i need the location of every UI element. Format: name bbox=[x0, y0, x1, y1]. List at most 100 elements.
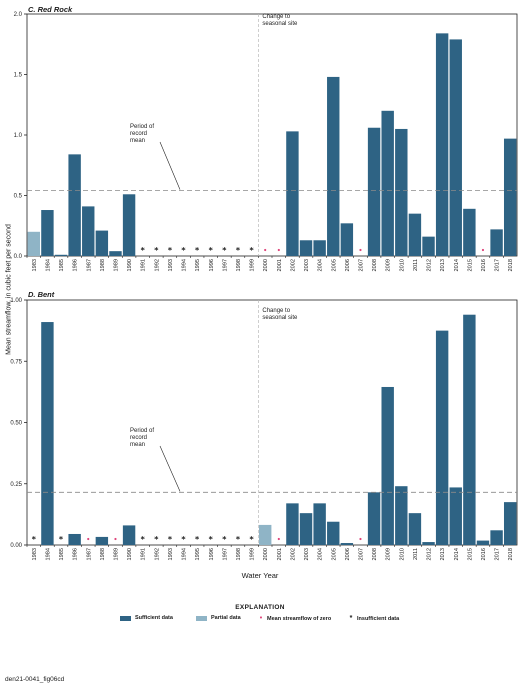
insufficient-marker-1994: * bbox=[181, 246, 186, 255]
insufficient-marker-icon: * bbox=[349, 615, 353, 622]
insufficient-marker-1992: * bbox=[154, 246, 159, 255]
y-tick-label: 1.0 bbox=[14, 133, 23, 139]
x-tick-label: 1991 bbox=[141, 259, 147, 271]
bar-2012 bbox=[422, 542, 435, 545]
x-tick-label: 1987 bbox=[86, 548, 92, 560]
x-tick-label: 2011 bbox=[413, 548, 419, 560]
chart-panel-c: 0.0 0.5 1.0 1.5 2.0 1983 1984 1985 1986 1987 1988 1… bbox=[14, 12, 518, 271]
x-tick-label: 1995 bbox=[195, 259, 201, 271]
x-tick-label: 1986 bbox=[73, 548, 79, 560]
insufficient-marker-1996: * bbox=[209, 535, 214, 544]
insufficient-marker-1983: * bbox=[32, 535, 37, 544]
x-tick-label: 2010 bbox=[399, 548, 405, 560]
x-tick-label: 2017 bbox=[495, 548, 501, 560]
bar-2005 bbox=[327, 521, 340, 545]
x-tick-label: 1994 bbox=[182, 259, 188, 271]
x-tick-label: 2005 bbox=[331, 259, 337, 271]
seasonal-change-label-line: Change to bbox=[262, 14, 290, 20]
insufficient-marker-1997: * bbox=[222, 246, 227, 255]
x-tick-label: 1992 bbox=[154, 548, 160, 560]
x-tick-label: 2004 bbox=[318, 259, 324, 271]
insufficient-marker-1997: * bbox=[222, 535, 227, 544]
panel-c-title: C. Red Rock bbox=[28, 5, 73, 14]
x-tick-label: 1999 bbox=[250, 259, 256, 271]
x-tick-label: 1990 bbox=[127, 548, 133, 560]
x-tick-label: 1983 bbox=[32, 259, 38, 271]
x-tick-label: 2012 bbox=[427, 548, 433, 560]
x-tick-label: 1990 bbox=[127, 259, 133, 271]
x-tick-label: 1995 bbox=[195, 548, 201, 560]
bar-2004 bbox=[313, 240, 326, 256]
legend-partial-label: Partial data bbox=[211, 615, 241, 621]
x-tick-label: 1989 bbox=[113, 548, 119, 560]
y-axis-label: Mean streamflow, in cubic feet per secon… bbox=[5, 224, 13, 355]
x-tick-label: 2001 bbox=[277, 259, 283, 271]
record-mean-label: Period of record mean bbox=[130, 124, 154, 144]
bar-2009 bbox=[381, 386, 394, 545]
x-tick-label: 2011 bbox=[413, 259, 419, 271]
x-tick-label: 1998 bbox=[236, 548, 242, 560]
x-tick-label: 1993 bbox=[168, 548, 174, 560]
x-tick-label: 1996 bbox=[209, 259, 215, 271]
x-tick-label: 1991 bbox=[141, 548, 147, 560]
bar-1988 bbox=[95, 536, 109, 545]
y-tick-label: 0.00 bbox=[10, 543, 22, 549]
insufficient-marker-1993: * bbox=[168, 535, 173, 544]
x-tick-label: 1993 bbox=[168, 259, 174, 271]
insufficient-marker-1998: * bbox=[236, 535, 241, 544]
insufficient-marker-1995: * bbox=[195, 246, 200, 255]
record-mean-label-line: Period of bbox=[130, 124, 154, 130]
explanation-title: EXPLANATION bbox=[235, 604, 285, 611]
zero-marker-2016 bbox=[481, 248, 485, 252]
bar-2008 bbox=[367, 127, 381, 257]
seasonal-change-label: Change to seasonal site bbox=[262, 308, 298, 321]
figure-id: den21-0041_fig06cd bbox=[5, 676, 65, 683]
x-tick-label: 1988 bbox=[100, 548, 106, 560]
x-tick-label: 2015 bbox=[467, 259, 473, 271]
zero-marker-icon: • bbox=[259, 615, 263, 622]
x-tick-label: 2012 bbox=[427, 259, 433, 271]
bar-1987 bbox=[82, 206, 95, 256]
x-axis-label: Water Year bbox=[241, 571, 279, 580]
legend-sufficient: Sufficient data bbox=[120, 615, 173, 621]
zero-marker-2001 bbox=[277, 537, 280, 541]
x-tick-label: 2001 bbox=[277, 548, 283, 560]
x-tick-label: 1988 bbox=[100, 259, 106, 271]
x-tick-label: 2018 bbox=[508, 259, 514, 271]
legend-zero: • Mean streamflow of zero bbox=[258, 615, 331, 622]
bar-2005 bbox=[327, 76, 340, 256]
bar-1990 bbox=[122, 525, 136, 545]
bar-2006 bbox=[340, 223, 354, 256]
legend-insufficient: * Insufficient data bbox=[348, 615, 400, 622]
x-tick-label: 2003 bbox=[304, 548, 310, 560]
x-tick-label: 1983 bbox=[32, 548, 38, 560]
partial-swatch bbox=[196, 615, 207, 621]
x-tick-label: 1984 bbox=[45, 259, 51, 271]
bar-1985 bbox=[54, 254, 68, 256]
x-tick-label: 2013 bbox=[440, 259, 446, 271]
insufficient-marker-1998: * bbox=[236, 246, 241, 255]
seasonal-change-label-line: Change to bbox=[262, 308, 290, 314]
zero-marker-2007 bbox=[359, 248, 362, 252]
bar-2015 bbox=[463, 314, 476, 545]
bar-2006 bbox=[340, 543, 354, 545]
bar-2013 bbox=[435, 330, 449, 545]
bar-2012 bbox=[422, 236, 435, 256]
bar-1988 bbox=[95, 230, 109, 256]
x-tick-label: 2008 bbox=[372, 548, 378, 560]
x-tick-label: 2008 bbox=[372, 259, 378, 271]
x-tick-label: 2014 bbox=[454, 259, 460, 271]
x-tick-label: 2000 bbox=[263, 259, 269, 271]
x-tick-label: 2004 bbox=[318, 548, 324, 560]
x-tick-label: 1997 bbox=[222, 548, 228, 560]
x-tick-label: 2016 bbox=[481, 548, 487, 560]
y-tick-label: 2.0 bbox=[14, 12, 23, 18]
y-tick-label: 0.5 bbox=[14, 194, 23, 200]
x-tick-label: 2013 bbox=[440, 548, 446, 560]
bar-2010 bbox=[395, 486, 408, 545]
x-tick-label: 1998 bbox=[236, 259, 242, 271]
y-tick-label: 0.0 bbox=[14, 254, 23, 260]
x-tick-label: 2010 bbox=[399, 259, 405, 271]
y-tick-label: 1.00 bbox=[10, 298, 22, 304]
x-tick-label: 1987 bbox=[86, 259, 92, 271]
